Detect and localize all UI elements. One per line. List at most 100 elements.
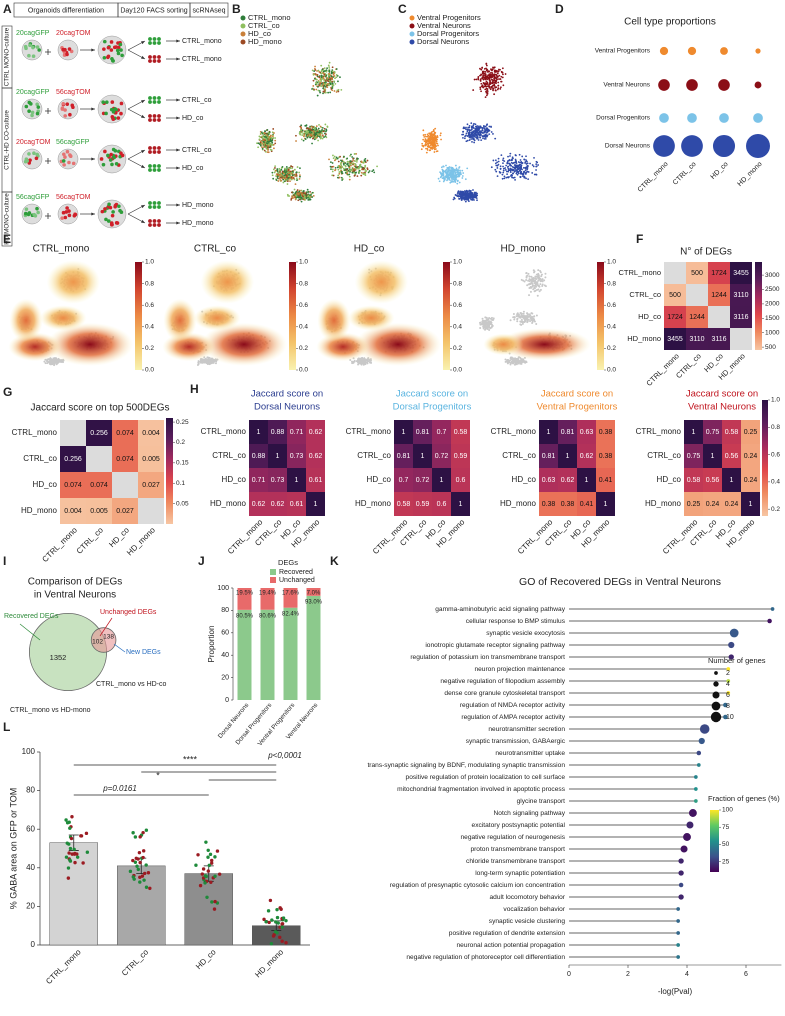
- cell-point: [356, 159, 358, 162]
- cell: [111, 147, 116, 152]
- cell-point: [301, 129, 304, 132]
- cell-point: [267, 149, 269, 151]
- cell-point: [339, 155, 341, 158]
- cell-point: [320, 74, 323, 77]
- cell-point: [275, 179, 278, 181]
- cell-point: [324, 135, 327, 137]
- cell-point: [515, 164, 518, 167]
- cell-point: [486, 69, 489, 71]
- cell-point: [376, 165, 378, 168]
- cell-point: [482, 132, 485, 134]
- cell: [109, 48, 114, 52]
- cell-point: [522, 172, 525, 175]
- panel-letter: E: [3, 232, 11, 246]
- cell-point: [509, 164, 511, 167]
- legend-swatch: [240, 23, 246, 29]
- cell-point: [462, 130, 464, 133]
- cell-point: [490, 131, 493, 133]
- cell-point: [440, 175, 443, 178]
- cell-point: [486, 85, 489, 88]
- cell-point: [498, 78, 500, 80]
- cell: [24, 104, 29, 109]
- cell-point: [309, 130, 311, 132]
- cell-point: [317, 89, 320, 92]
- cell-point: [279, 173, 282, 176]
- cell: [27, 53, 31, 58]
- cell-point: [316, 136, 318, 139]
- sorted-cell: [148, 114, 152, 118]
- cell: [32, 151, 36, 156]
- sorted-cell: [157, 150, 161, 154]
- cell: [116, 116, 121, 120]
- header-label: Day120 FACS sorting: [120, 7, 187, 14]
- cell-point: [461, 190, 463, 193]
- cell-point: [499, 171, 502, 174]
- cell-point: [321, 126, 324, 129]
- cell-point: [279, 171, 281, 173]
- cell-point: [337, 90, 340, 93]
- cell: [108, 205, 113, 210]
- arrow-head: [141, 219, 145, 223]
- cell-point: [442, 171, 444, 174]
- cell-point: [51, 363, 54, 366]
- cell-point: [336, 176, 339, 179]
- cell-point: [280, 179, 283, 182]
- cell-point: [481, 135, 484, 137]
- cell-point: [487, 130, 489, 133]
- legend-swatch: [409, 15, 415, 21]
- panel-letter: J: [198, 554, 205, 568]
- cell-point: [470, 189, 472, 192]
- cell-point: [536, 161, 539, 164]
- cell-point: [319, 91, 322, 94]
- cell-point: [325, 129, 328, 132]
- cell-point: [354, 160, 356, 163]
- cell-point: [464, 192, 467, 195]
- cell-point: [293, 188, 296, 191]
- map-title: CTRL_mono: [33, 244, 90, 255]
- arrow-head: [91, 157, 95, 161]
- cell-point: [289, 180, 291, 183]
- cell: [60, 216, 64, 220]
- cell-point: [461, 175, 464, 177]
- cell-point: [298, 171, 301, 174]
- cell-point: [295, 140, 297, 142]
- cell-point: [486, 82, 489, 85]
- cell-point: [500, 154, 503, 157]
- cell-point: [430, 134, 433, 137]
- cell-point: [472, 138, 475, 141]
- cell-point: [316, 73, 319, 76]
- cell-point: [302, 139, 305, 142]
- cell-point: [53, 364, 56, 367]
- panel-letter: C: [398, 2, 407, 16]
- cell: [116, 45, 121, 50]
- cell-point: [314, 65, 316, 68]
- cell-point: [306, 129, 309, 132]
- cell-point: [315, 81, 317, 84]
- cell: [102, 55, 107, 60]
- cell-point: [327, 64, 330, 67]
- cell: [119, 48, 123, 52]
- cell-point: [427, 139, 430, 142]
- cell-point: [349, 169, 352, 172]
- cell-point: [284, 173, 287, 176]
- cell-point: [432, 140, 435, 143]
- sample-label: HD_mono: [182, 220, 214, 227]
- sorted-cell: [157, 223, 161, 227]
- cell-point: [471, 136, 474, 139]
- cell-point: [449, 174, 452, 177]
- cell-point: [306, 188, 309, 191]
- cell-point: [343, 169, 346, 172]
- cell-point: [465, 140, 468, 143]
- cell-point: [518, 153, 521, 156]
- cell-point: [535, 173, 538, 176]
- cell-point: [455, 178, 458, 181]
- cell-point: [479, 136, 482, 139]
- legend-swatch: [409, 39, 415, 45]
- cell: [25, 159, 29, 163]
- cell-point: [509, 155, 511, 157]
- cell-point: [489, 82, 491, 85]
- cell-point: [347, 169, 350, 172]
- cell-point: [325, 75, 327, 78]
- cell-point: [456, 192, 459, 195]
